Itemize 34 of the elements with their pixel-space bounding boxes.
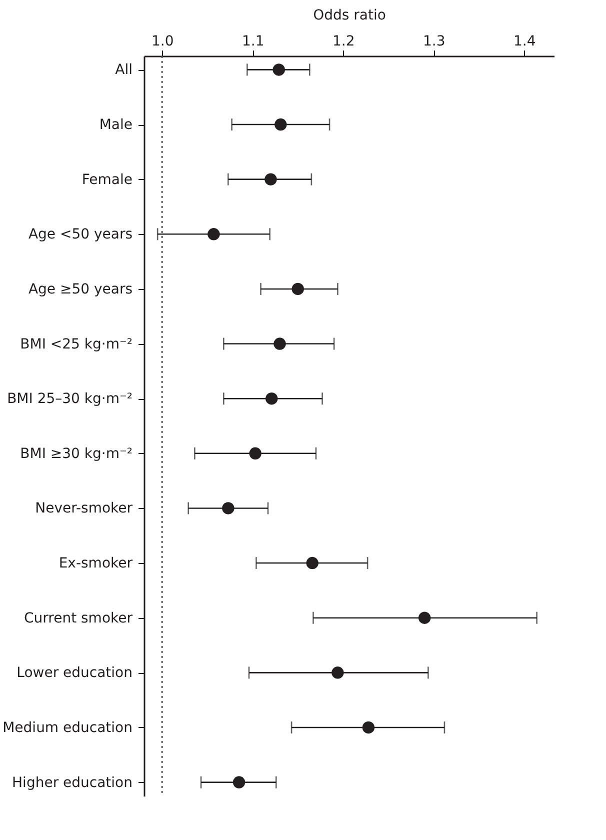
y-tick-label: Ex-smoker xyxy=(58,556,133,572)
point xyxy=(332,666,344,679)
x-axis-title: Odds ratio xyxy=(313,8,386,24)
point xyxy=(208,228,220,240)
point xyxy=(362,721,375,734)
x-tick-label: 1.2 xyxy=(332,34,355,50)
point xyxy=(274,118,287,131)
x-tick-label: 1.3 xyxy=(422,34,446,50)
y-tick-label: Female xyxy=(82,172,132,188)
point xyxy=(232,776,246,788)
y-tick-label: Age ≥50 years xyxy=(28,281,132,298)
point xyxy=(292,282,304,296)
point xyxy=(274,338,286,350)
y-tick-label: BMI ≥30 kg·m⁻² xyxy=(20,446,132,462)
y-tick-label: Higher education xyxy=(12,774,132,791)
y-tick-label: BMI <25 kg·m⁻² xyxy=(20,336,132,352)
x-tick-label: 1.4 xyxy=(514,34,536,50)
y-tick-label: All xyxy=(115,62,132,78)
point xyxy=(222,502,234,514)
point xyxy=(306,556,318,570)
y-tick-label: Never-smoker xyxy=(35,500,133,517)
x-tick-label: 1.0 xyxy=(151,34,174,50)
y-tick-label: Current smoker xyxy=(24,610,133,626)
point xyxy=(265,392,278,405)
y-tick-label: Medium education xyxy=(2,720,132,736)
point xyxy=(249,447,262,460)
y-tick-label: Lower education xyxy=(16,665,132,682)
point xyxy=(264,173,277,186)
y-tick-label: Age <50 years xyxy=(28,226,132,243)
point xyxy=(418,612,431,624)
y-tick-label: BMI 25–30 kg·m⁻² xyxy=(7,391,132,408)
y-tick-label: Male xyxy=(99,117,132,134)
x-tick-label: 1.1 xyxy=(242,34,264,50)
point xyxy=(272,64,285,76)
